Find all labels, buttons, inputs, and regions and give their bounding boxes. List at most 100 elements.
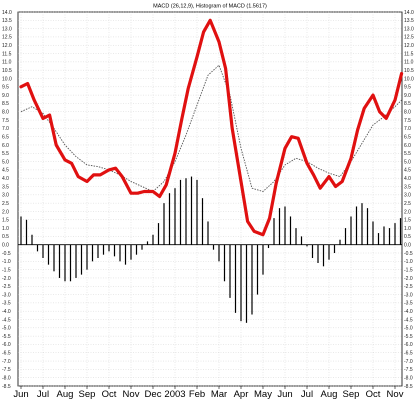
y-tick-label-right: 0.0 (404, 243, 411, 249)
x-axis: Jun Jul Aug Sep Oct Nov Dec 2003 Feb Mar Apr May Jun… (13, 386, 404, 400)
y-tick-label-right: -1.0 (404, 259, 413, 265)
y-axis-left: 14.0 13.5 13.0 12.5 12.0 11.5 11.0 10.5 10.0 9.5 9… (2, 10, 12, 390)
x-tick-label: Mar (211, 389, 227, 400)
y-tick-label-right: 11.0 (404, 60, 414, 66)
y-tick-label-left: -4.5 (2, 317, 11, 323)
y-tick-label-right: 11.5 (404, 51, 414, 57)
y-tick-label-right: 5.5 (404, 151, 411, 157)
y-tick-label-right: 3.0 (404, 193, 411, 199)
x-tick-label: Aug (57, 389, 74, 400)
y-tick-label-left: -8.0 (2, 375, 11, 381)
y-tick-label-left: 8.0 (2, 110, 9, 116)
y-tick-label-left: -7.5 (2, 367, 11, 373)
y-tick-label-right: -0.5 (404, 251, 413, 257)
y-tick-label-left: -2.0 (2, 276, 11, 282)
y-tick-label-left: 8.5 (2, 101, 9, 107)
macd-line-series (19, 18, 404, 237)
y-tick-label-left: 2.5 (2, 201, 9, 207)
y-tick-label-left: -8.5 (2, 384, 11, 390)
y-tick-label-left: 0.5 (2, 234, 9, 240)
x-tick-label: Aug (321, 389, 338, 400)
y-tick-label-right: 13.0 (404, 26, 414, 32)
y-tick-label-left: 6.0 (2, 143, 9, 149)
x-tick-label: Feb (189, 389, 205, 400)
y-tick-label-right: 4.5 (404, 168, 411, 174)
y-tick-label-right: 10.5 (404, 68, 414, 74)
y-tick-label-right: -1.5 (404, 267, 413, 273)
y-tick-label-left: 9.5 (2, 85, 9, 91)
y-tick-label-right: -5.5 (404, 334, 413, 340)
y-tick-label-right: 4.0 (404, 176, 411, 182)
y-tick-label-left: 11.5 (2, 51, 12, 57)
y-tick-label-left: 13.0 (2, 26, 12, 32)
grid-layer (17, 11, 403, 387)
y-tick-label-right: -2.0 (404, 276, 413, 282)
y-tick-label-right: -7.0 (404, 359, 413, 365)
x-tick-label: Jul (37, 389, 49, 400)
x-tick-label: Jul (301, 389, 313, 400)
y-tick-label-left: 4.5 (2, 168, 9, 174)
y-tick-label-left: 7.0 (2, 126, 9, 132)
x-tick-label: Oct (366, 389, 381, 400)
y-tick-label-left: 5.5 (2, 151, 9, 157)
signal-line-series (20, 64, 402, 193)
x-tick-label: May (254, 389, 272, 400)
y-tick-label-left: -7.0 (2, 359, 11, 365)
histogram-series (20, 176, 402, 323)
y-tick-label-left: 1.0 (2, 226, 9, 232)
y-tick-label-left: 10.5 (2, 68, 12, 74)
y-tick-label-right: -5.0 (404, 326, 413, 332)
y-tick-label-left: 3.5 (2, 184, 9, 190)
x-tick-label: Sep (79, 389, 96, 400)
y-tick-label-left: -1.0 (2, 259, 11, 265)
y-tick-label-right: 6.0 (404, 143, 411, 149)
signal-line (20, 64, 402, 193)
y-tick-label-left: 9.0 (2, 93, 9, 99)
y-tick-label-right: 0.5 (404, 234, 411, 240)
y-tick-label-left: 0.0 (2, 243, 9, 249)
y-tick-label-right: 14.0 (404, 10, 414, 16)
y-tick-label-right: -3.5 (404, 301, 413, 307)
y-tick-label-left: -5.5 (2, 334, 11, 340)
y-tick-label-right: 3.5 (404, 184, 411, 190)
y-tick-label-left: -3.5 (2, 301, 11, 307)
y-tick-label-right: -2.5 (404, 284, 413, 290)
y-tick-label-left: 3.0 (2, 193, 9, 199)
x-tick-label: Jun (13, 389, 28, 400)
y-tick-label-right: 7.5 (404, 118, 411, 124)
y-tick-label-left: 4.0 (2, 176, 9, 182)
y-tick-label-right: 5.0 (404, 159, 411, 165)
y-tick-label-left: 13.5 (2, 18, 12, 24)
y-tick-label-left: 12.0 (2, 43, 12, 49)
y-tick-label-left: 12.5 (2, 35, 12, 41)
y-tick-label-left: -2.5 (2, 284, 11, 290)
chart-title: MACD (26,12,9), Histogram of MACD (1.561… (153, 4, 267, 10)
y-tick-label-right: -8.0 (404, 375, 413, 381)
y-tick-label-left: -0.5 (2, 251, 11, 257)
y-tick-label-left: 7.5 (2, 118, 9, 124)
y-tick-label-right: 12.5 (404, 35, 414, 41)
x-tick-label: 2003 (164, 389, 185, 400)
y-tick-label-right: 9.5 (404, 85, 411, 91)
y-tick-label-left: 11.0 (2, 60, 12, 66)
y-tick-label-left: -6.5 (2, 351, 11, 357)
y-tick-label-right: 1.5 (404, 218, 411, 224)
x-tick-label: Sep (343, 389, 360, 400)
y-tick-label-right: 2.0 (404, 209, 411, 215)
y-tick-label-left: -6.0 (2, 342, 11, 348)
y-tick-label-right: 8.0 (404, 110, 411, 116)
x-tick-label: Dec (145, 389, 162, 400)
y-tick-label-right: -3.0 (404, 292, 413, 298)
y-tick-label-right: 1.0 (404, 226, 411, 232)
y-tick-label-right: 2.5 (404, 201, 411, 207)
plot-frame (17, 11, 403, 387)
y-axis-right: 14.0 13.5 13.0 12.5 12.0 11.5 11.0 10.5 10.0 9.5 9… (404, 10, 414, 390)
y-tick-label-right: 13.5 (404, 18, 414, 24)
x-tick-label: Apr (234, 389, 249, 400)
y-tick-label-left: -3.0 (2, 292, 11, 298)
y-tick-label-left: -4.0 (2, 309, 11, 315)
y-tick-label-right: 6.5 (404, 134, 411, 140)
y-tick-label-right: -6.0 (404, 342, 413, 348)
y-tick-label-left: -1.5 (2, 267, 11, 273)
